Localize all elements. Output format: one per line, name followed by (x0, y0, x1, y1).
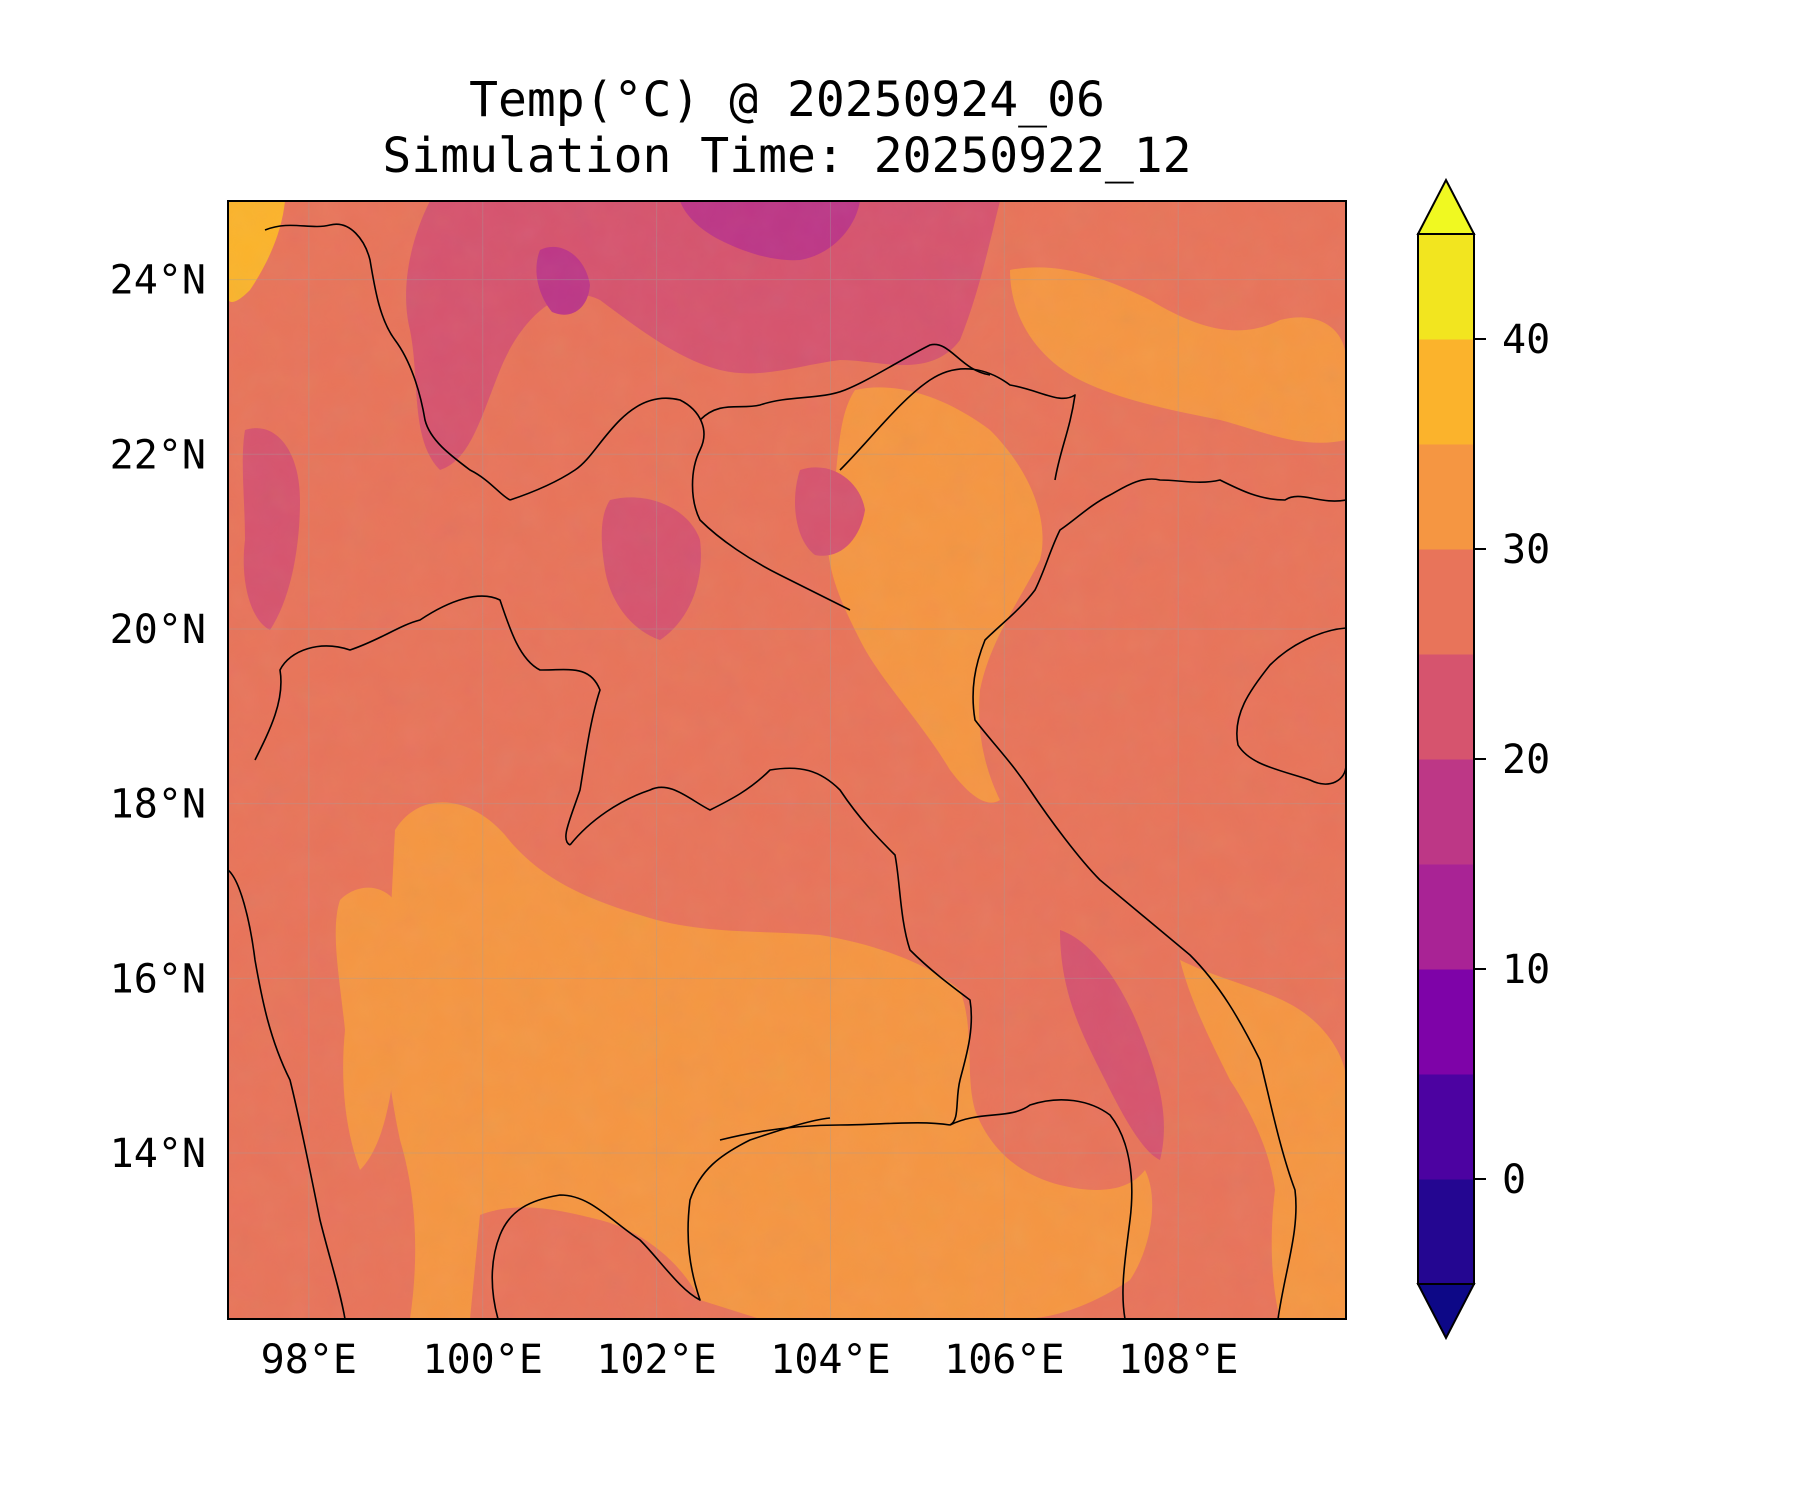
temperature-field (228, 201, 1346, 1319)
lon-tick-label: 106°E (944, 1337, 1064, 1383)
map-title-line-1: Temp(°C) @ 20250924_06 (469, 72, 1105, 128)
map-title-line-2: Simulation Time: 20250922_12 (382, 128, 1192, 184)
coastlines-and-borders (228, 223, 1346, 1319)
colorbar-tick-label: 40 (1502, 317, 1550, 363)
colorbar-band-2 (1418, 969, 1474, 1075)
border-china-vietnam (699, 343, 991, 421)
map-frame (227, 200, 1347, 1320)
colorbar-band-3 (1418, 864, 1474, 970)
colorbar-under-triangle (1416, 1283, 1476, 1341)
border-cambodia-vietnam (949, 1099, 1133, 1319)
colorbar-band-8 (1418, 339, 1474, 445)
latitude-tick-labels: 24°N 22°N 20°N 18°N 16°N 14°N (110, 258, 206, 1177)
colorbar-band-0 (1418, 1179, 1474, 1285)
border-laos-north (509, 397, 851, 611)
coastline-gulf-of-tonkin (972, 478, 1346, 1319)
gridlines (228, 201, 1346, 1319)
colorbar-tick-label: 20 (1502, 737, 1550, 783)
lon-tick-label: 104°E (770, 1337, 890, 1383)
colorbar-over-triangle (1416, 177, 1476, 235)
lon-tick-label: 98°E (261, 1337, 357, 1383)
longitude-tick-labels: 98°E 100°E 102°E 104°E 106°E 108°E (261, 1337, 1239, 1383)
colorbar-band-6 (1418, 549, 1474, 655)
colorbar-tick-label: 30 (1502, 527, 1550, 573)
map-panel: 98°E 100°E 102°E 104°E 106°E 108°E 24°N 22°N 20… (110, 200, 1347, 1383)
lat-tick-label: 22°N (110, 432, 206, 478)
lat-tick-label: 24°N (110, 258, 206, 304)
field-texture (228, 201, 1346, 1319)
colorbar-band-4 (1418, 759, 1474, 865)
lat-tick-label: 14°N (110, 1131, 206, 1177)
colorbar-bands (1418, 234, 1474, 1285)
lat-tick-label: 20°N (110, 607, 206, 653)
coastline-hainan (1236, 627, 1346, 785)
coastline-andaman (228, 869, 346, 1319)
border-cambodia-thailand (719, 1121, 951, 1141)
colorbar: 0 10 20 30 40 (1416, 177, 1550, 1341)
colorbar-tick-label: 0 (1502, 1157, 1526, 1203)
lon-tick-label: 102°E (596, 1337, 716, 1383)
lon-tick-label: 108°E (1118, 1337, 1238, 1383)
border-laos-thailand-mekong (569, 767, 973, 1126)
colorbar-band-5 (1418, 654, 1474, 760)
coastline-gulf-of-thailand (491, 1117, 831, 1319)
lat-tick-label: 16°N (110, 956, 206, 1002)
colorbar-tick-label: 10 (1502, 947, 1550, 993)
colorbar-band-7 (1418, 444, 1474, 550)
colorbar-ticks: 0 10 20 30 40 (1474, 317, 1550, 1203)
border-myanmar-thailand (254, 595, 601, 846)
lat-tick-label: 18°N (110, 782, 206, 828)
lon-tick-label: 100°E (423, 1337, 543, 1383)
border-myanmar-china (264, 223, 511, 501)
colorbar-band-9 (1418, 234, 1474, 340)
colorbar-band-1 (1418, 1074, 1474, 1180)
border-laos-vietnam (839, 368, 1076, 481)
